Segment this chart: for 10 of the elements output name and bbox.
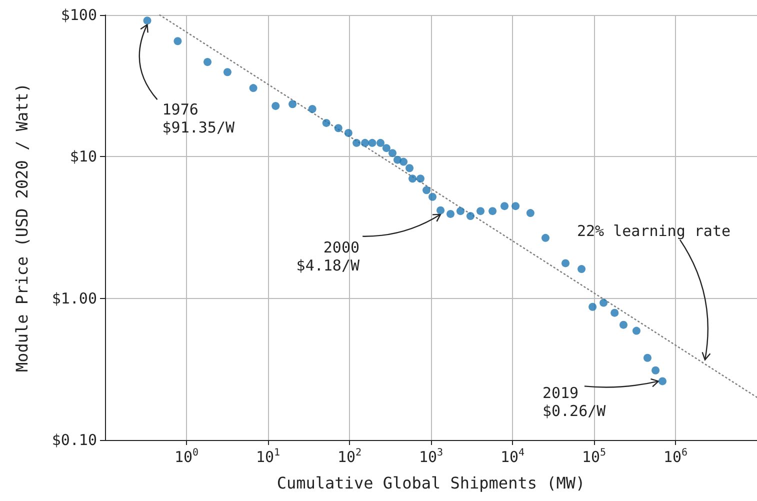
y-tick-label: $0.10: [52, 431, 97, 449]
annotation: 1976 $91.35/W: [162, 100, 236, 137]
y-tick-label: $1.00: [52, 289, 97, 308]
x-axis-title: Cumulative Global Shipments (MW): [276, 474, 586, 492]
annotation: 22% learning rate: [576, 222, 731, 240]
y-tick-label: $10: [70, 148, 97, 166]
y-axis-title: Module Price (USD 2020 / Watt): [12, 83, 32, 372]
annotation: 2019 $0.26/W: [542, 384, 607, 420]
y-tick-label: $100: [60, 6, 97, 24]
annotation: 2000 $4.18/W: [296, 238, 360, 274]
